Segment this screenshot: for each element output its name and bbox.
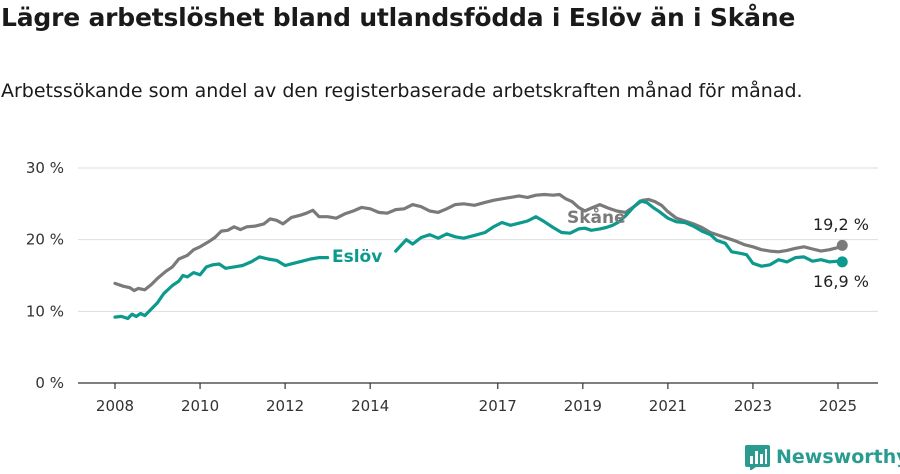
chart-subtitle: Arbetssökande som andel av den registerb… (1, 80, 803, 102)
y-tick-label: 10 % (26, 302, 64, 320)
series-line-eslov (394, 199, 844, 268)
end-point-skane (836, 239, 848, 251)
y-tick-label: 20 % (26, 231, 64, 249)
x-tick-label: 2021 (649, 397, 687, 415)
chart-title: Lägre arbetslöshet bland utlandsfödda i … (1, 3, 796, 32)
x-tick-label: 2014 (351, 397, 389, 415)
newsworthy-logo: Newsworthy (745, 442, 900, 472)
series-line-eslov (113, 255, 330, 321)
x-tick-label: 2017 (479, 397, 517, 415)
y-tick-label: 0 % (35, 374, 64, 392)
gridlines (78, 167, 878, 312)
end-label-eslov: 16,9 % (813, 272, 869, 291)
y-tick-label: 30 % (26, 159, 64, 177)
x-tick-label: 2012 (266, 397, 304, 415)
x-tick-label: 2008 (96, 397, 134, 415)
brand-name: Newsworthy (776, 446, 900, 468)
end-label-skane: 19,2 % (813, 215, 869, 234)
series-lines (113, 192, 848, 321)
x-tick-label: 2019 (564, 397, 602, 415)
bar-chart-logo-icon (745, 444, 770, 470)
series-labels: Skåne Eslöv 19,2 % 16,9 % (332, 206, 869, 291)
x-tick-label: 2010 (181, 397, 219, 415)
x-tick-label: 2023 (734, 397, 772, 415)
series-label-eslov: Eslöv (332, 247, 382, 267)
x-tick-label: 2025 (819, 397, 857, 415)
line-chart: 0 % 10 % 20 % 30 % 2008 2010 2012 2014 2017 2019 2… (26, 159, 878, 415)
axes: 0 % 10 % 20 % 30 % 2008 2010 2012 2014 2017 2019 2… (26, 159, 878, 415)
series-line-skane (113, 192, 844, 293)
series-label-skane: Skåne (567, 206, 626, 228)
end-point-eslov (836, 256, 848, 268)
